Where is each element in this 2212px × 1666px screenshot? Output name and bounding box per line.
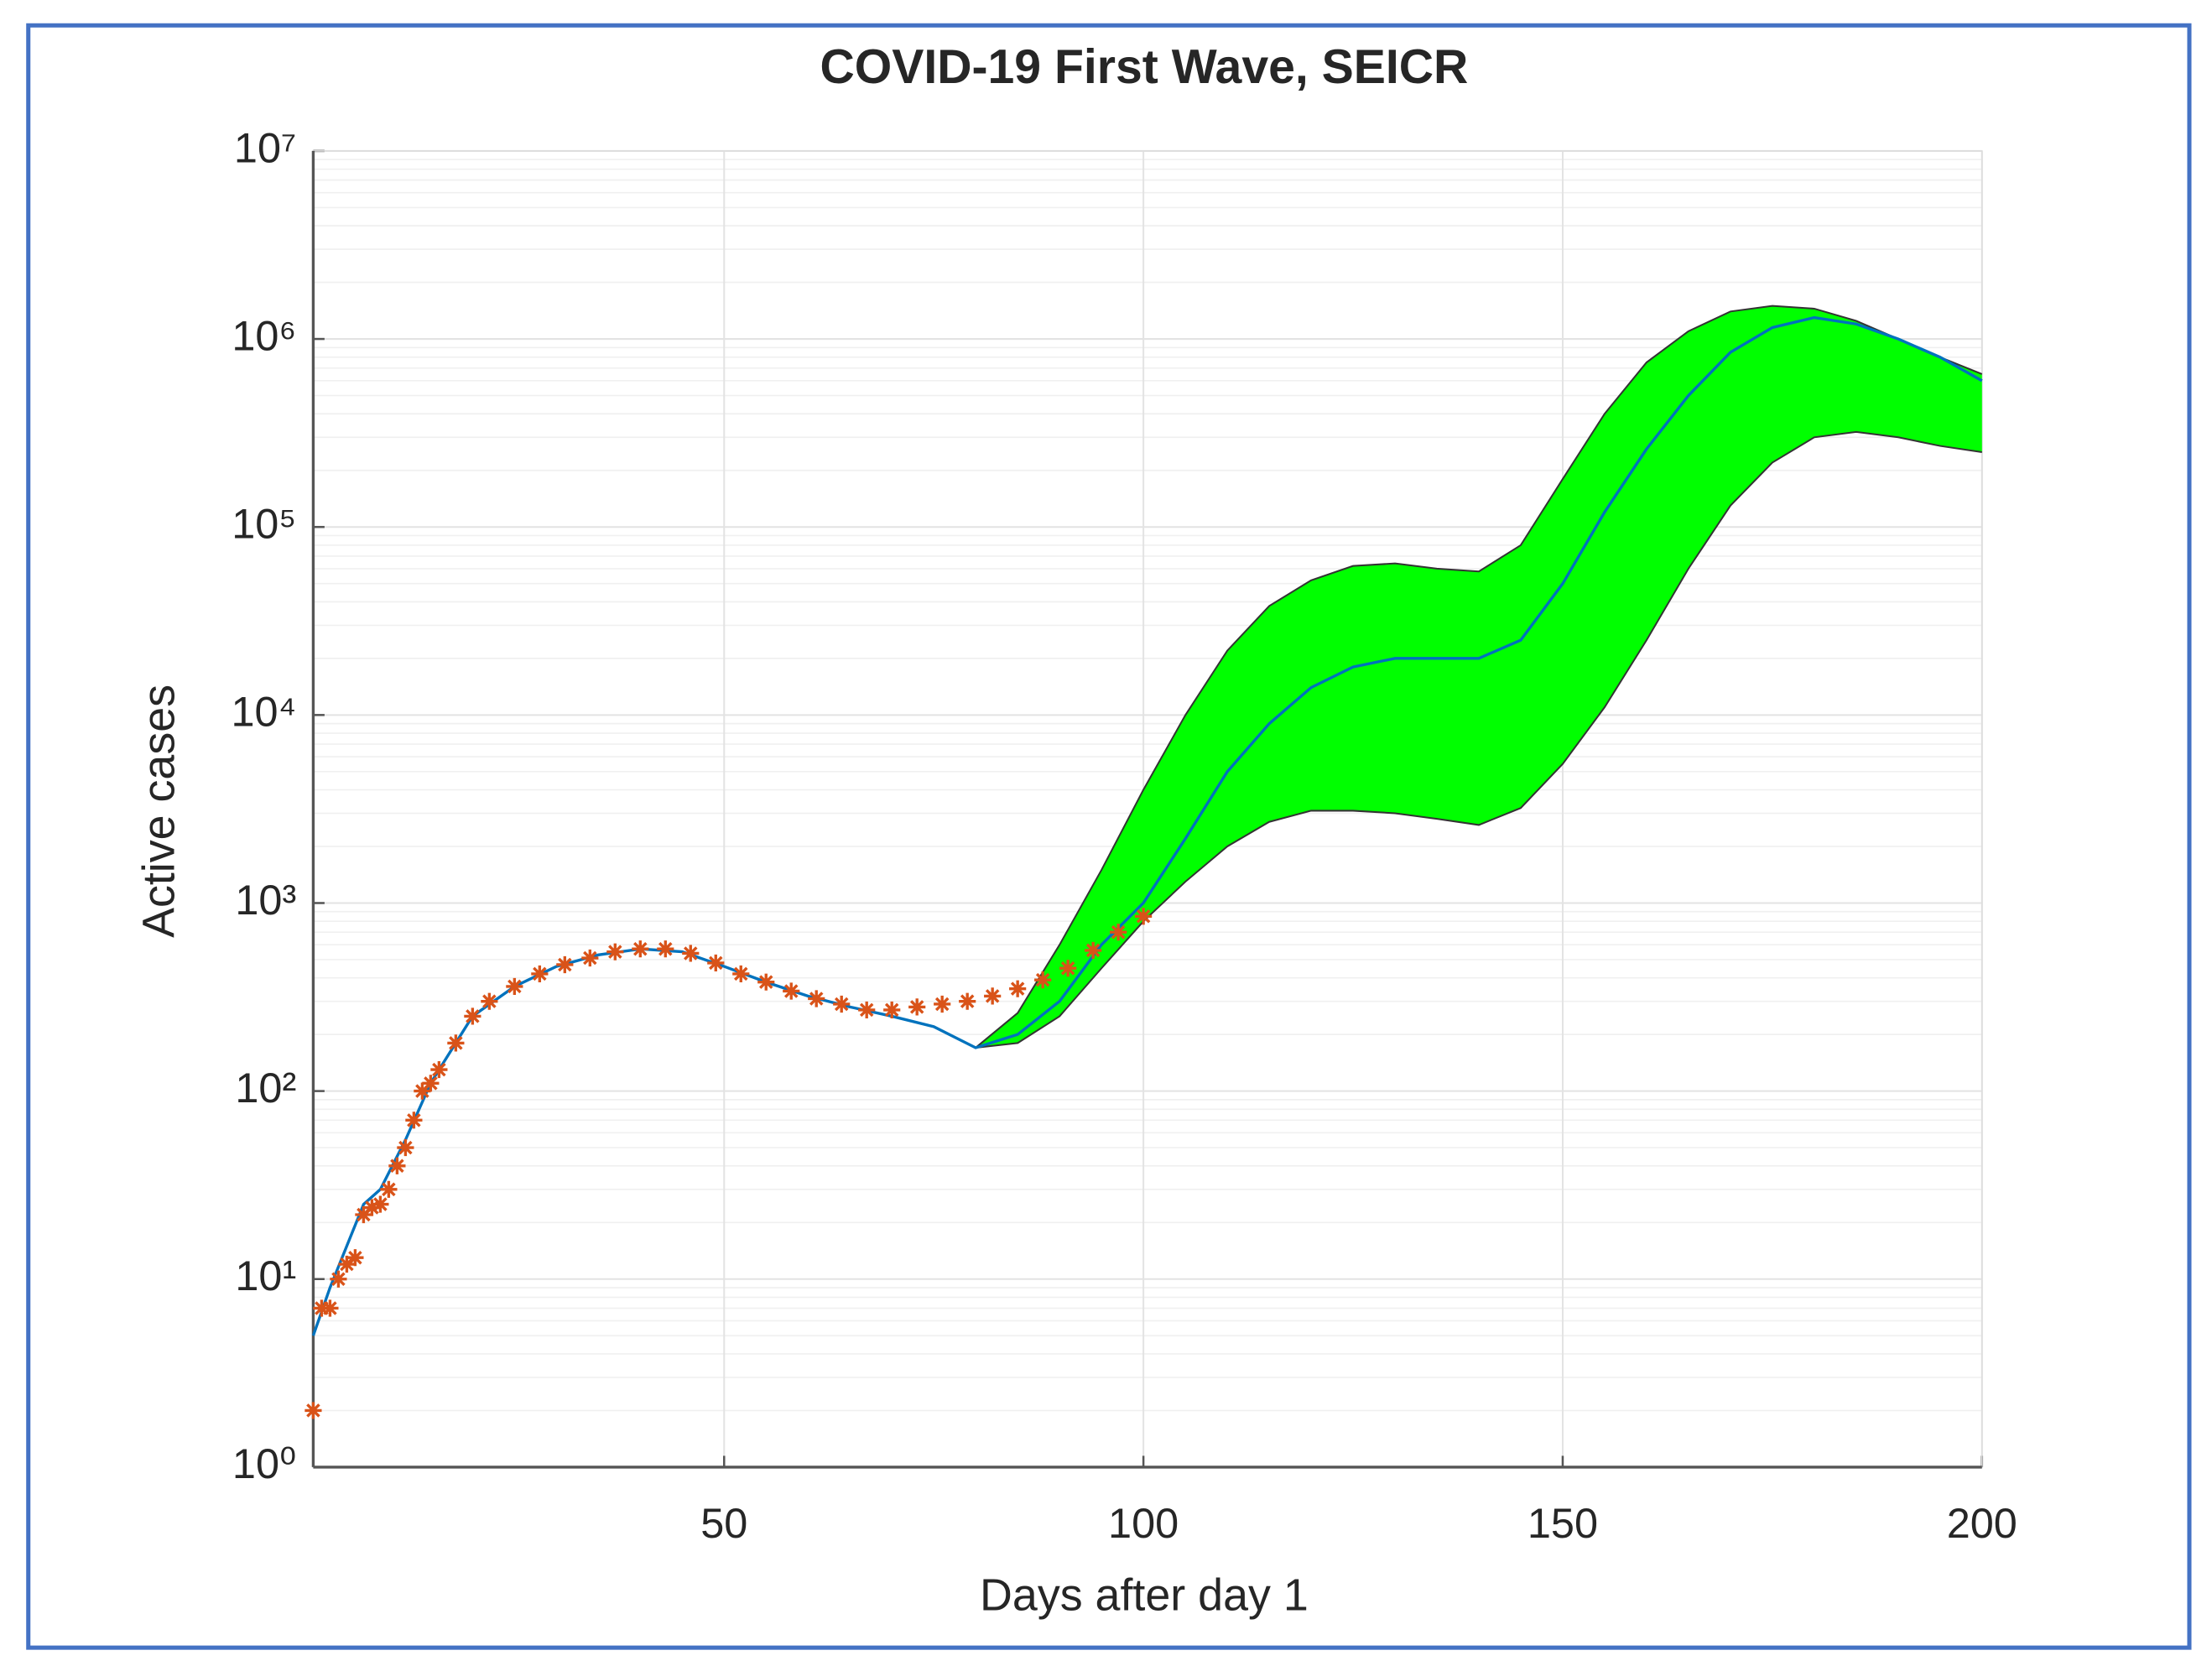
data-marker bbox=[405, 1112, 423, 1129]
data-marker bbox=[481, 992, 498, 1010]
x-tick-label: 200 bbox=[1947, 1499, 2017, 1547]
data-marker bbox=[506, 977, 523, 996]
y-tick-label: 10⁰ bbox=[232, 1440, 296, 1487]
data-marker bbox=[346, 1249, 364, 1267]
data-marker bbox=[581, 949, 599, 967]
chart-title: COVID-19 First Wave, SEICR bbox=[820, 40, 1468, 94]
data-marker bbox=[908, 998, 926, 1016]
data-marker bbox=[657, 940, 674, 958]
data-marker bbox=[1085, 941, 1102, 960]
data-marker bbox=[531, 965, 549, 983]
data-marker bbox=[707, 954, 725, 972]
frame bbox=[26, 23, 2192, 1650]
data-marker bbox=[1034, 971, 1052, 989]
data-marker bbox=[321, 1299, 339, 1317]
data-marker bbox=[372, 1195, 389, 1213]
data-marker bbox=[380, 1180, 398, 1198]
model-line bbox=[311, 315, 1983, 1336]
data-marker bbox=[1009, 980, 1027, 997]
data-marker bbox=[355, 1205, 372, 1224]
data-marker bbox=[783, 982, 800, 1000]
data-marker bbox=[330, 1270, 347, 1288]
y-tick-label: 10⁷ bbox=[234, 123, 296, 171]
y-tick-label: 10⁴ bbox=[231, 688, 296, 736]
data-marker bbox=[422, 1075, 440, 1092]
data-marker bbox=[430, 1060, 448, 1079]
data-marker bbox=[883, 1001, 901, 1019]
data-marker bbox=[1110, 924, 1127, 941]
data-marker bbox=[632, 940, 649, 958]
data-marker bbox=[397, 1139, 414, 1157]
y-tick-label: 10⁶ bbox=[232, 311, 296, 359]
x-tick-label: 100 bbox=[1108, 1499, 1179, 1547]
data-marker bbox=[388, 1157, 406, 1174]
data-marker bbox=[732, 965, 750, 983]
data-marker bbox=[606, 943, 624, 961]
band-area bbox=[976, 305, 1982, 1048]
data-marker bbox=[984, 987, 1002, 1005]
data-marker bbox=[414, 1082, 431, 1100]
data-marker bbox=[833, 995, 851, 1013]
x-tick-label: 150 bbox=[1528, 1499, 1598, 1547]
y-axis-label: Active cases bbox=[134, 685, 185, 938]
data-marker bbox=[447, 1034, 465, 1052]
y-tick-label: 10¹ bbox=[235, 1252, 296, 1299]
y-tick-label: 10⁵ bbox=[232, 500, 296, 548]
data-marker bbox=[304, 1402, 322, 1419]
y-tick-label: 10³ bbox=[235, 876, 296, 924]
data-marker bbox=[338, 1255, 356, 1273]
x-axis-label: Days after day 1 bbox=[980, 1570, 1309, 1621]
data-marker bbox=[757, 973, 775, 991]
data-marker bbox=[1135, 908, 1153, 925]
data-marker bbox=[934, 995, 951, 1013]
data-marker bbox=[682, 945, 700, 962]
y-tick-label: 10² bbox=[235, 1064, 296, 1112]
data-marker bbox=[464, 1007, 481, 1025]
data-marker bbox=[363, 1199, 381, 1216]
band-upper bbox=[975, 305, 1983, 1049]
data-marker bbox=[858, 1001, 876, 1019]
data-marker bbox=[808, 990, 825, 1007]
data-marker bbox=[959, 992, 976, 1010]
x-tick-label: 50 bbox=[700, 1499, 747, 1547]
data-marker bbox=[1059, 960, 1077, 977]
data-marker bbox=[556, 955, 574, 974]
